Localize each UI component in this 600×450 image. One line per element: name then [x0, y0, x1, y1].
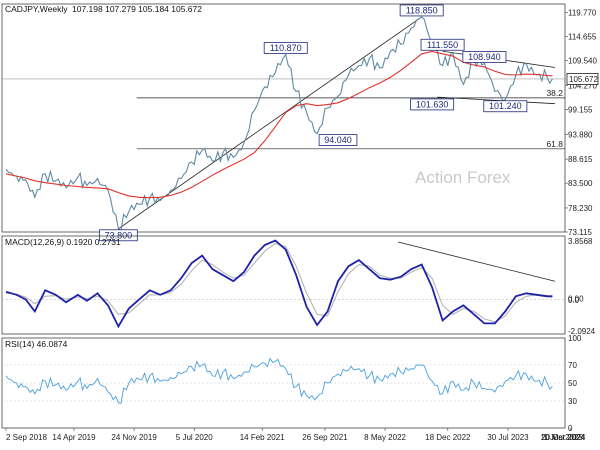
macd-y-tick-label: 0.0	[568, 296, 580, 305]
price-y-tick-label: 114.655	[568, 33, 597, 42]
fib-level-label: 61.8	[546, 139, 563, 149]
rsi-line	[5, 357, 553, 404]
annotation-label: 94.040	[324, 135, 352, 145]
price-y-tick-label: 119.770	[568, 9, 597, 18]
price-panel-frame	[1, 3, 566, 233]
macd-line	[5, 239, 553, 329]
annotation-box	[410, 98, 455, 111]
annotation-label: 118.850	[406, 5, 438, 15]
price-y-tick-label: 104.270	[568, 81, 597, 90]
macd-y-tick-label: -2.0924	[568, 327, 596, 336]
x-tick-label: 2 Sep 2018	[6, 433, 47, 442]
rsi-y-tick-label: 100	[568, 334, 582, 343]
price-y-tick-label: 99.155	[568, 106, 593, 115]
macd-panel: MACD(12,26,9) 0.1920 0.2731 3.8568 0.000.0…	[1, 235, 596, 336]
rsi-y-tick-label: 30	[568, 397, 577, 406]
x-tick-label: 8 May 2022	[364, 433, 406, 442]
annotation-box	[399, 4, 444, 17]
fib-level-label: 38.2	[546, 88, 563, 98]
rsi-y-tick-label: 50	[568, 379, 577, 388]
price-y-tick-label: 78.230	[568, 204, 593, 213]
price-y-tick-label: 73.115	[568, 228, 592, 237]
annotation-box	[483, 100, 528, 113]
rsi-y-tick-label: 70	[568, 361, 577, 370]
x-tick-label: 26 Sep 2021	[302, 433, 348, 442]
annotation-label: 101.240	[489, 101, 522, 111]
x-tick-label: 18 Dec 2022	[425, 433, 471, 442]
price-y-tick-label: 88.615	[568, 155, 593, 164]
x-axis: 2 Sep 2018 14 Apr 2019 24 Nov 2019 5 Jul 20…	[5, 428, 586, 442]
annotation-label: 111.550	[427, 40, 458, 50]
annotation-box	[99, 229, 138, 242]
chart-symbol-label: CADJPY,Weekly	[5, 4, 68, 14]
chart-ohlc-text: 107.198 107.279 105.184 105.672	[72, 4, 202, 14]
current-price-tag	[566, 73, 599, 85]
price-y-tick-label: 93.880	[568, 130, 593, 139]
x-tick-label: 14 Feb 2021	[240, 433, 285, 442]
annotation-box	[318, 134, 358, 147]
x-tick-label: 20 Oct 2024	[541, 433, 585, 442]
annotation-label: 73.800	[105, 230, 133, 240]
x-tick-label: 14 Apr 2019	[52, 433, 96, 442]
annotation-label: 108.940	[468, 52, 501, 62]
current-price-label: 105.672	[569, 75, 598, 84]
x-tick-label: 24 Nov 2019	[111, 433, 157, 442]
x-tick-label: 5 Jul 2020	[176, 433, 213, 442]
macd-trendline	[398, 241, 556, 282]
macd-label: MACD(12,26,9) 0.1920 0.2731	[5, 237, 121, 247]
x-tick-label: 1 Jun 2025	[543, 433, 583, 442]
macd-y-tick-label: 0.00	[568, 295, 584, 304]
annotation-box	[263, 42, 308, 54]
watermark-text: Action Forex	[415, 168, 511, 187]
price-panel: 38.2 61.8 Action Forex 118.850 110.870 111.55…	[1, 3, 599, 242]
annotation-box	[462, 51, 507, 63]
rsi-label: RSI(14) 46.0874	[5, 339, 68, 349]
price-y-tick-label: 83.500	[568, 179, 593, 188]
annotation-label: 110.870	[270, 43, 302, 53]
macd-y-tick-label: 3.8568	[568, 237, 593, 246]
price-y-tick-label: 109.540	[568, 57, 597, 66]
x-tick-label: 30 Jul 2023	[487, 433, 529, 442]
annotation-box	[420, 38, 465, 51]
price-series-line	[5, 16, 553, 232]
annotation-label: 101.630	[416, 99, 449, 109]
macd-panel-frame	[1, 235, 566, 335]
x-tick-label: 10 Mar 2024	[541, 433, 586, 442]
